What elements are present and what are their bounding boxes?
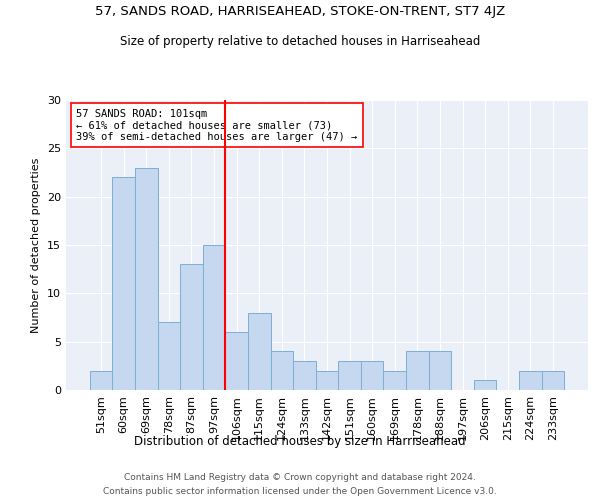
Bar xyxy=(112,178,135,390)
Text: Size of property relative to detached houses in Harriseahead: Size of property relative to detached ho… xyxy=(120,35,480,48)
Bar xyxy=(271,352,293,390)
Bar xyxy=(428,352,451,390)
Bar xyxy=(361,361,383,390)
Bar xyxy=(519,370,542,390)
Bar xyxy=(383,370,406,390)
Text: Distribution of detached houses by size in Harriseahead: Distribution of detached houses by size … xyxy=(134,435,466,448)
Bar xyxy=(90,370,112,390)
Bar xyxy=(180,264,203,390)
Bar xyxy=(338,361,361,390)
Bar xyxy=(293,361,316,390)
Y-axis label: Number of detached properties: Number of detached properties xyxy=(31,158,41,332)
Bar xyxy=(542,370,564,390)
Bar xyxy=(248,312,271,390)
Bar xyxy=(158,322,180,390)
Text: Contains public sector information licensed under the Open Government Licence v3: Contains public sector information licen… xyxy=(103,488,497,496)
Bar xyxy=(406,352,428,390)
Text: Contains HM Land Registry data © Crown copyright and database right 2024.: Contains HM Land Registry data © Crown c… xyxy=(124,472,476,482)
Bar xyxy=(135,168,158,390)
Bar xyxy=(316,370,338,390)
Bar xyxy=(474,380,496,390)
Bar xyxy=(226,332,248,390)
Text: 57 SANDS ROAD: 101sqm
← 61% of detached houses are smaller (73)
39% of semi-deta: 57 SANDS ROAD: 101sqm ← 61% of detached … xyxy=(76,108,358,142)
Bar xyxy=(203,245,226,390)
Text: 57, SANDS ROAD, HARRISEAHEAD, STOKE-ON-TRENT, ST7 4JZ: 57, SANDS ROAD, HARRISEAHEAD, STOKE-ON-T… xyxy=(95,5,505,18)
